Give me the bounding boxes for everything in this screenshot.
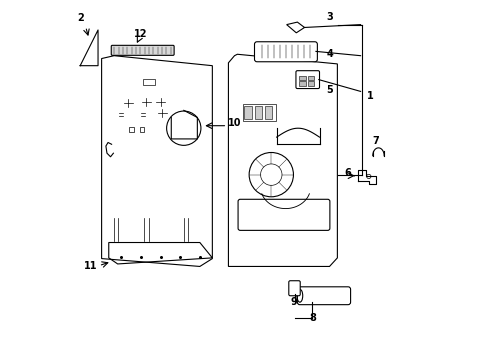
Text: 9: 9 [290,297,297,307]
Text: 6: 6 [344,168,350,178]
Bar [244,107,252,119]
Bar [142,79,155,85]
FancyBboxPatch shape [254,42,317,62]
Bar [242,104,275,121]
FancyBboxPatch shape [111,45,174,55]
Text: 11: 11 [83,261,97,271]
Text: 5: 5 [326,85,333,95]
Text: 10: 10 [228,118,242,128]
Bar [140,127,144,132]
Text: 12: 12 [134,29,147,39]
Text: 8: 8 [308,313,315,323]
Bar [307,81,313,86]
Text: 4: 4 [326,49,333,59]
FancyBboxPatch shape [288,281,300,296]
Bar [307,76,313,80]
Text: 7: 7 [372,136,379,146]
Text: 3: 3 [326,12,333,22]
Bar [129,127,134,132]
Bar [254,107,262,119]
Bar [299,76,305,80]
Bar [264,107,272,119]
FancyBboxPatch shape [295,71,319,89]
Bar [299,81,305,86]
Text: 1: 1 [366,91,373,100]
FancyBboxPatch shape [297,287,350,305]
Text: 2: 2 [77,13,83,23]
FancyBboxPatch shape [238,199,329,230]
